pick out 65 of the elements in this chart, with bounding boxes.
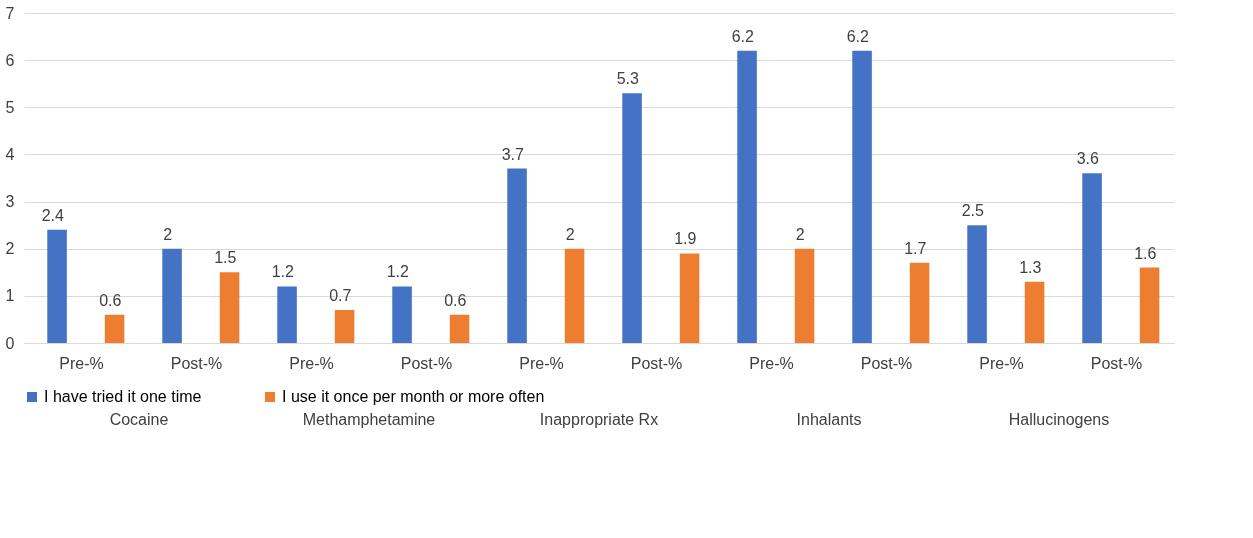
- x-tick-label: Pre-%: [59, 354, 104, 372]
- data-label: 2: [163, 225, 173, 243]
- x-tick-label: Post-%: [400, 354, 453, 372]
- bar: [219, 272, 240, 343]
- text: Inhalants: [796, 411, 862, 428]
- bar: [852, 50, 872, 343]
- bar: [334, 310, 355, 343]
- legend-label: I use it once per month or more often: [282, 388, 545, 405]
- y-tick-label: 2: [5, 240, 15, 258]
- data-label: 6.2: [731, 27, 754, 45]
- bar: [47, 229, 67, 343]
- bar: [679, 253, 700, 343]
- text: Hallucinogens: [1008, 411, 1110, 428]
- bar: [1024, 281, 1045, 343]
- x-tick-label: Post-%: [630, 354, 683, 372]
- y-tick-label: 5: [5, 98, 15, 116]
- data-label: 0.6: [444, 291, 467, 309]
- bar: [277, 286, 297, 343]
- x-tick-label: Post-%: [860, 354, 913, 372]
- data-label: 2.5: [961, 202, 984, 220]
- y-tick-label: 6: [5, 51, 15, 69]
- y-tick-label: 7: [5, 4, 15, 22]
- text: Inappropriate Rx: [539, 411, 659, 428]
- data-label: 1.5: [214, 249, 237, 267]
- text: Cocaine: [109, 411, 169, 428]
- bar: [104, 314, 125, 343]
- y-tick-label: 4: [5, 145, 15, 163]
- data-label: 0.6: [99, 291, 122, 309]
- bar: [507, 168, 527, 343]
- bar: [967, 225, 987, 343]
- legend-label: I have tried it one time: [44, 388, 202, 405]
- data-label: 3.6: [1076, 150, 1099, 168]
- data-label: 1.9: [674, 230, 697, 248]
- data-label: 1.3: [1019, 258, 1042, 276]
- data-label: 0.7: [329, 287, 352, 304]
- data-label: 6.2: [846, 27, 869, 45]
- bar: [737, 50, 757, 343]
- bar: [794, 248, 815, 343]
- y-tick-label: 0: [5, 334, 15, 352]
- y-tick-label: 1: [5, 287, 15, 305]
- bar: [162, 248, 182, 343]
- x-tick-label: Pre-%: [979, 354, 1024, 372]
- x-tick-label: Pre-%: [519, 354, 564, 372]
- y-tick-label: 3: [5, 193, 15, 211]
- x-tick-label: Pre-%: [289, 354, 334, 372]
- data-label: 2.4: [41, 206, 64, 224]
- data-label: 1.2: [386, 263, 409, 281]
- bar: [564, 248, 585, 343]
- data-label: 1.2: [271, 263, 294, 281]
- data-label: 5.3: [616, 70, 639, 88]
- data-label: 1.6: [1134, 244, 1157, 262]
- data-label: 3.7: [501, 145, 524, 163]
- data-label: 2: [795, 225, 805, 243]
- x-tick-label: Pre-%: [749, 354, 794, 372]
- data-label: 1.7: [904, 239, 927, 257]
- bar: [1139, 267, 1160, 343]
- bar: [449, 314, 470, 343]
- text: Methamphetamine: [302, 411, 436, 428]
- bar: [392, 286, 412, 343]
- bar: [909, 262, 930, 343]
- bar: [622, 93, 642, 343]
- data-label: 2: [565, 225, 575, 243]
- x-tick-label: Post-%: [170, 354, 223, 372]
- bar: [1082, 173, 1102, 343]
- x-tick-label: Post-%: [1090, 354, 1143, 372]
